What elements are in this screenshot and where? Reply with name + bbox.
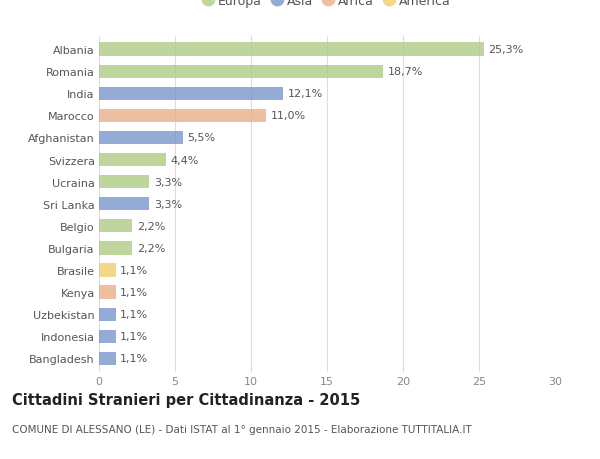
Bar xyxy=(99,109,266,123)
Bar xyxy=(99,198,149,211)
Bar xyxy=(99,87,283,101)
Text: 1,1%: 1,1% xyxy=(120,353,148,364)
Text: COMUNE DI ALESSANO (LE) - Dati ISTAT al 1° gennaio 2015 - Elaborazione TUTTITALI: COMUNE DI ALESSANO (LE) - Dati ISTAT al … xyxy=(12,425,472,435)
Text: 1,1%: 1,1% xyxy=(120,309,148,319)
Text: 18,7%: 18,7% xyxy=(388,67,423,77)
Text: 25,3%: 25,3% xyxy=(488,45,523,55)
Bar xyxy=(99,132,182,145)
Bar xyxy=(99,352,116,365)
Text: Cittadini Stranieri per Cittadinanza - 2015: Cittadini Stranieri per Cittadinanza - 2… xyxy=(12,392,360,408)
Bar xyxy=(99,43,484,56)
Bar xyxy=(99,154,166,167)
Text: 4,4%: 4,4% xyxy=(170,155,199,165)
Text: 1,1%: 1,1% xyxy=(120,287,148,297)
Text: 3,3%: 3,3% xyxy=(154,177,182,187)
Bar xyxy=(99,308,116,321)
Text: 11,0%: 11,0% xyxy=(271,111,306,121)
Legend: Europa, Asia, Africa, America: Europa, Asia, Africa, America xyxy=(199,0,455,11)
Text: 3,3%: 3,3% xyxy=(154,199,182,209)
Bar xyxy=(99,65,383,78)
Bar xyxy=(99,286,116,299)
Bar xyxy=(99,176,149,189)
Text: 2,2%: 2,2% xyxy=(137,221,166,231)
Text: 2,2%: 2,2% xyxy=(137,243,166,253)
Text: 1,1%: 1,1% xyxy=(120,265,148,275)
Bar xyxy=(99,242,133,255)
Bar xyxy=(99,264,116,277)
Text: 5,5%: 5,5% xyxy=(187,133,215,143)
Bar xyxy=(99,330,116,343)
Text: 12,1%: 12,1% xyxy=(287,89,323,99)
Bar xyxy=(99,220,133,233)
Text: 1,1%: 1,1% xyxy=(120,331,148,341)
